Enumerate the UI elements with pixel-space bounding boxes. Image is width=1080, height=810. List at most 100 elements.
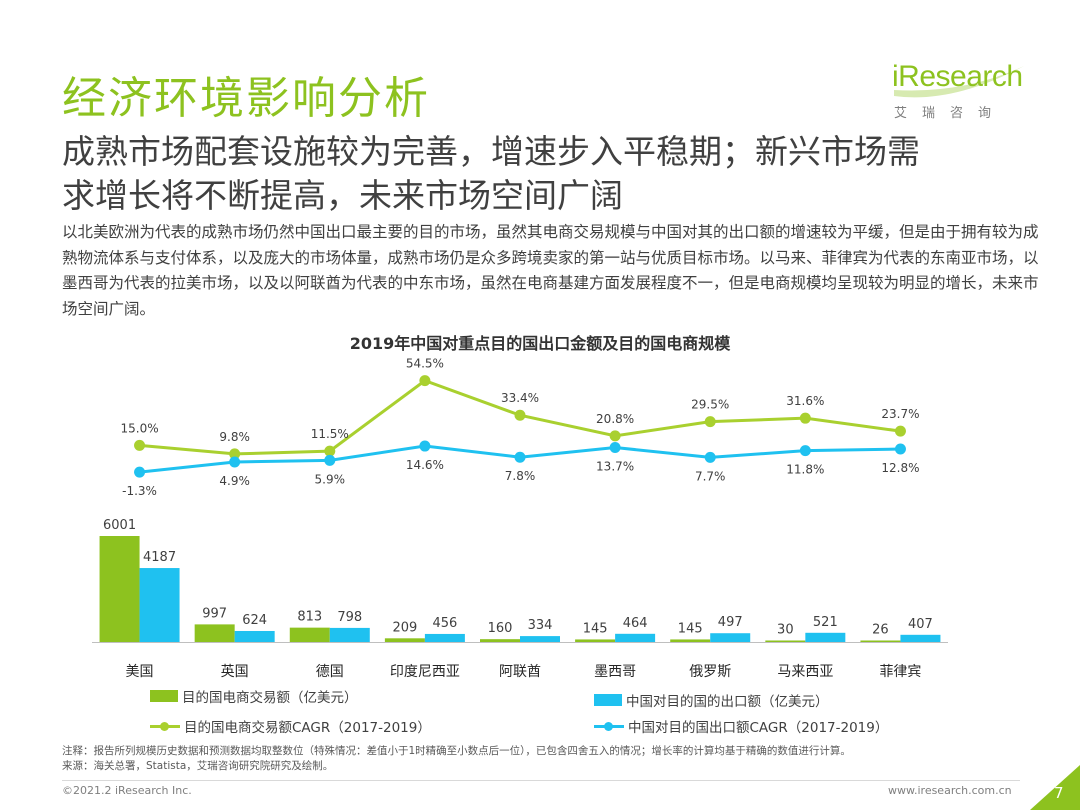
legend-item-line-blue: 中国对目的国出口额CAGR（2017-2019） (594, 716, 888, 736)
bar-ecommerce-7 (765, 640, 806, 642)
bar-export-5 (615, 633, 656, 642)
category-label-2: 德国 (316, 664, 344, 680)
bar-ecommerce-1 (194, 624, 235, 642)
legend-swatch-bar-blue (594, 694, 622, 706)
bar-label-ecommerce-4: 160 (488, 621, 513, 636)
point-label-export-cagr-1: 4.9% (219, 474, 250, 488)
point-label-export-cagr-5: 13.7% (596, 460, 634, 474)
bar-ecommerce-3 (384, 638, 425, 642)
category-label-1: 英国 (221, 663, 249, 680)
point-export-cagr-5 (609, 442, 621, 454)
bar-label-export-6: 497 (718, 615, 743, 630)
point-export-cagr-2 (324, 454, 336, 466)
point-label-export-cagr-3: 14.6% (406, 458, 444, 472)
footer-divider (62, 780, 1020, 781)
headline: 成熟市场配套设施较为完善，增速步入平稳期；新兴市场需 求增长将不断提高，未来市场… (62, 130, 1052, 218)
headline-line-2: 求增长将不断提高，未来市场空间广阔 (62, 176, 623, 215)
point-ecommerce-cagr-5 (609, 430, 621, 442)
bar-label-ecommerce-2: 813 (297, 610, 322, 625)
bar-label-ecommerce-1: 997 (202, 606, 227, 621)
note-text: 注释：报告所列规模历史数据和预测数据均取整数位（特殊情况：差值小于1时精确至小数… (62, 745, 851, 757)
legend-label-bar-blue: 中国对目的国的出口额（亿美元） (626, 694, 829, 710)
bar-label-export-1: 624 (242, 613, 267, 628)
bar-label-ecommerce-3: 209 (392, 620, 417, 635)
point-ecommerce-cagr-7 (799, 412, 811, 424)
point-export-cagr-3 (419, 440, 431, 452)
bar-label-export-4: 334 (528, 618, 553, 633)
bar-export-4 (520, 636, 560, 642)
bar-export-0 (139, 568, 180, 642)
point-export-cagr-1 (229, 456, 241, 468)
legend-label-line-green: 目的国电商交易额CAGR（2017-2019） (184, 720, 431, 736)
copyright: ©2021.2 iResearch Inc. (62, 784, 192, 797)
source-text: 来源：海关总署，Statista，艾瑞咨询研究院研究及绘制。 (62, 760, 334, 772)
point-label-ecommerce-cagr-1: 9.8% (219, 430, 250, 444)
point-ecommerce-cagr-1 (229, 448, 241, 460)
body-paragraph: 以北美欧洲为代表的成熟市场仍然中国出口最主要的目的市场，虽然其电商交易规模与中国… (62, 223, 1039, 318)
legend-swatch-line-green (150, 721, 180, 731)
point-label-ecommerce-cagr-5: 20.8% (596, 412, 634, 426)
bar-export-7 (805, 632, 846, 642)
point-export-cagr-6 (704, 451, 716, 463)
point-label-ecommerce-cagr-3: 54.5% (406, 357, 444, 371)
point-label-export-cagr-8: 12.8% (881, 461, 919, 475)
point-export-cagr-0 (134, 466, 146, 478)
legend-swatch-line-blue (594, 721, 624, 731)
headline-line-1: 成熟市场配套设施较为完善，增速步入平稳期；新兴市场需 (62, 132, 920, 171)
logo-wordmark: iResearch (892, 60, 1023, 93)
logo-swoosh-icon (894, 66, 1024, 98)
bar-export-6 (710, 633, 751, 642)
bar-label-ecommerce-6: 145 (678, 621, 703, 636)
bar-ecommerce-5 (575, 639, 616, 642)
point-label-ecommerce-cagr-0: 15.0% (120, 421, 158, 435)
notes: 注释：报告所列规模历史数据和预测数据均取整数位（特殊情况：差值小于1时精确至小数… (62, 744, 1042, 774)
point-ecommerce-cagr-2 (324, 445, 336, 457)
website-link[interactable]: www.iresearch.com.cn (888, 784, 1012, 797)
point-label-export-cagr-7: 11.8% (786, 463, 824, 477)
legend-item-line-green: 目的国电商交易额CAGR（2017-2019） (150, 716, 431, 736)
category-label-4: 阿联酋 (499, 663, 541, 680)
point-label-export-cagr-6: 7.7% (695, 469, 726, 483)
category-label-3: 印度尼西亚 (390, 664, 460, 680)
point-label-ecommerce-cagr-8: 23.7% (881, 407, 919, 421)
bar-export-2 (329, 627, 370, 642)
bar-label-export-5: 464 (623, 616, 648, 631)
legend-item-bar-green: 目的国电商交易额（亿美元） (150, 686, 358, 706)
bar-ecommerce-6 (670, 639, 711, 642)
page-number: 7 (1054, 784, 1064, 802)
point-ecommerce-cagr-6 (704, 416, 716, 428)
point-label-ecommerce-cagr-2: 11.5% (311, 427, 349, 441)
point-label-ecommerce-cagr-7: 31.6% (786, 394, 824, 408)
bar-label-ecommerce-0: 6001 (103, 518, 136, 533)
iresearch-logo: iResearch 艾瑞咨询 (892, 60, 1032, 126)
bar-export-3 (424, 633, 465, 642)
point-ecommerce-cagr-3 (419, 375, 431, 387)
bar-export-8 (900, 634, 941, 642)
point-ecommerce-cagr-8 (894, 425, 906, 437)
point-ecommerce-cagr-4 (514, 409, 526, 421)
point-label-export-cagr-4: 7.8% (505, 469, 536, 483)
bar-label-export-2: 798 (337, 610, 362, 625)
bar-label-ecommerce-5: 145 (583, 621, 608, 636)
point-label-export-cagr-0: -1.3% (122, 484, 157, 498)
legend-label-bar-green: 目的国电商交易额（亿美元） (182, 690, 358, 706)
bar-ecommerce-0 (99, 536, 140, 642)
category-label-6: 俄罗斯 (689, 664, 731, 680)
legend-item-bar-blue: 中国对目的国的出口额（亿美元） (594, 690, 829, 710)
bar-label-export-3: 456 (432, 616, 457, 631)
legend-label-line-blue: 中国对目的国出口额CAGR（2017-2019） (628, 720, 889, 736)
point-label-ecommerce-cagr-4: 33.4% (501, 391, 539, 405)
category-label-8: 菲律宾 (879, 664, 921, 680)
category-label-7: 马来西亚 (777, 664, 833, 680)
bar-label-ecommerce-7: 30 (777, 623, 794, 638)
section-title: 经济环境影响分析 (62, 73, 430, 124)
point-export-cagr-7 (799, 445, 811, 457)
bar-ecommerce-4 (480, 639, 520, 642)
category-label-5: 墨西哥 (594, 664, 636, 680)
point-ecommerce-cagr-0 (134, 439, 146, 451)
point-export-cagr-4 (514, 451, 526, 463)
bar-ecommerce-2 (289, 627, 330, 642)
point-label-ecommerce-cagr-6: 29.5% (691, 398, 729, 412)
logo-subtitle: 艾瑞咨询 (894, 106, 1007, 121)
